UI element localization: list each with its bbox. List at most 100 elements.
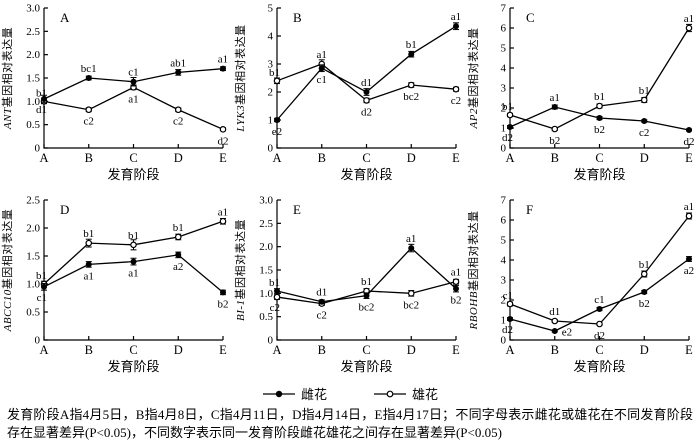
svg-text:b1: b1 bbox=[502, 101, 513, 113]
svg-text:d1: d1 bbox=[361, 77, 372, 89]
svg-text:B: B bbox=[293, 10, 302, 25]
svg-text:c1: c1 bbox=[37, 292, 47, 304]
svg-text:D: D bbox=[640, 343, 649, 357]
svg-text:e2: e2 bbox=[562, 327, 572, 339]
svg-text:d2: d2 bbox=[502, 132, 513, 144]
subplot-f-rbohb: 0 1 2 3 4 5 6 7 A B C D E 发育阶段 F RBOHB基因相对表达量 c1 d1 d2 b1 a1… bbox=[466, 192, 700, 384]
svg-text:D: D bbox=[174, 343, 183, 357]
svg-text:0: 0 bbox=[268, 335, 274, 347]
svg-text:A: A bbox=[272, 151, 281, 165]
svg-text:ABCC10基因相对表达量: ABCC10基因相对表达量 bbox=[0, 209, 14, 333]
svg-text:C: C bbox=[129, 343, 137, 357]
svg-text:C: C bbox=[129, 151, 137, 165]
open-circle-marker-icon bbox=[374, 390, 406, 397]
svg-text:b1: b1 bbox=[128, 230, 139, 242]
svg-text:d1: d1 bbox=[549, 306, 560, 318]
svg-text:2.0: 2.0 bbox=[26, 49, 40, 61]
svg-text:6: 6 bbox=[501, 23, 507, 35]
svg-text:c1: c1 bbox=[128, 67, 138, 79]
svg-text:C: C bbox=[362, 343, 370, 357]
svg-text:0.5: 0.5 bbox=[259, 311, 273, 323]
svg-text:a1: a1 bbox=[451, 11, 461, 23]
svg-text:c2: c2 bbox=[317, 310, 327, 322]
svg-text:1.5: 1.5 bbox=[26, 73, 40, 85]
caption-line-1: 发育阶段A指4月5日，B指4月8日，C指4月11日，D指4月14日，E指4月17… bbox=[7, 407, 614, 422]
svg-text:0: 0 bbox=[35, 335, 41, 347]
svg-text:b1: b1 bbox=[173, 222, 184, 234]
legend-item-male: 雄花 bbox=[373, 384, 438, 403]
svg-text:d2: d2 bbox=[361, 106, 372, 118]
svg-text:A: A bbox=[39, 151, 48, 165]
svg-text:d2: d2 bbox=[218, 135, 229, 147]
svg-text:0: 0 bbox=[35, 143, 41, 155]
svg-text:B: B bbox=[318, 343, 326, 357]
svg-text:b1: b1 bbox=[269, 277, 280, 289]
svg-text:C: C bbox=[595, 343, 603, 357]
svg-text:2.5: 2.5 bbox=[26, 26, 40, 38]
svg-text:0: 0 bbox=[501, 143, 507, 155]
svg-text:b1: b1 bbox=[594, 91, 605, 103]
svg-text:a1: a1 bbox=[218, 206, 228, 218]
svg-text:b2: b2 bbox=[594, 124, 605, 136]
svg-text:4: 4 bbox=[501, 63, 507, 75]
svg-text:A: A bbox=[505, 343, 514, 357]
svg-text:A: A bbox=[272, 343, 281, 357]
svg-text:b2: b2 bbox=[639, 298, 650, 310]
svg-text:发育阶段: 发育阶段 bbox=[107, 359, 159, 374]
svg-text:0.5: 0.5 bbox=[26, 307, 40, 319]
svg-text:0: 0 bbox=[268, 143, 274, 155]
chart-canvas-E: 0 0.5 1.0 1.5 2.0 2.5 3.0 A B C D E 发育阶段 E BI-1基因相对表达量… bbox=[233, 195, 462, 375]
svg-text:B: B bbox=[85, 343, 93, 357]
svg-text:发育阶段: 发育阶段 bbox=[573, 167, 625, 182]
svg-text:b1: b1 bbox=[36, 87, 47, 99]
svg-text:1.5: 1.5 bbox=[26, 251, 40, 263]
svg-text:6: 6 bbox=[501, 215, 507, 227]
chart-canvas-A: 0 0.5 1.0 1.5 2.0 2.5 3.0 A B C D E 发育阶段 A ANT基因相对表达量 b… bbox=[0, 3, 229, 183]
svg-text:b1: b1 bbox=[269, 67, 280, 79]
svg-text:a2: a2 bbox=[173, 261, 183, 273]
svg-text:D: D bbox=[640, 151, 649, 165]
svg-text:a2: a2 bbox=[684, 265, 694, 277]
svg-text:E: E bbox=[293, 202, 301, 217]
svg-text:LYK3基因相对表达量: LYK3基因相对表达量 bbox=[233, 24, 247, 132]
svg-text:2.5: 2.5 bbox=[26, 195, 40, 207]
svg-text:RBOHB基因相对表达量: RBOHB基因相对表达量 bbox=[466, 210, 480, 330]
svg-text:b1: b1 bbox=[361, 276, 372, 288]
svg-text:ANT基因相对表达量: ANT基因相对表达量 bbox=[0, 27, 14, 130]
caption-line-2: 不同发育阶段存在显著差异(P<0.05)，不同数字表示同一发育阶段雌花雄花之间存… bbox=[7, 407, 693, 441]
svg-text:a1: a1 bbox=[317, 49, 327, 61]
svg-text:BI-1基因相对表达量: BI-1基因相对表达量 bbox=[233, 219, 247, 321]
svg-text:a1: a1 bbox=[684, 13, 694, 25]
svg-text:C: C bbox=[362, 151, 370, 165]
svg-text:c2: c2 bbox=[451, 95, 461, 107]
svg-text:7: 7 bbox=[501, 3, 507, 15]
svg-text:E: E bbox=[452, 151, 460, 165]
svg-text:4: 4 bbox=[268, 31, 274, 43]
chart-canvas-B: 0 1 2 3 4 5 A B C D E 发育阶段 B LYK3基因相对表达量 b1 a1 d2 bc2 c2 e2… bbox=[233, 3, 461, 183]
svg-text:e2: e2 bbox=[272, 126, 282, 138]
svg-text:2: 2 bbox=[501, 103, 507, 115]
svg-text:发育阶段: 发育阶段 bbox=[340, 359, 392, 374]
svg-text:B: B bbox=[85, 151, 93, 165]
svg-text:B: B bbox=[551, 151, 559, 165]
legend-label-female: 雌花 bbox=[300, 387, 327, 402]
svg-text:B: B bbox=[551, 343, 559, 357]
svg-text:a1: a1 bbox=[451, 267, 461, 279]
legend-label-male: 雄花 bbox=[412, 387, 439, 402]
svg-text:5: 5 bbox=[268, 3, 274, 15]
svg-text:2.5: 2.5 bbox=[259, 218, 273, 230]
svg-text:1: 1 bbox=[501, 123, 507, 135]
svg-text:b1: b1 bbox=[639, 85, 650, 97]
svg-text:b1: b1 bbox=[83, 228, 94, 240]
svg-text:A: A bbox=[505, 151, 514, 165]
svg-text:a1: a1 bbox=[406, 233, 416, 245]
svg-text:3: 3 bbox=[268, 59, 274, 71]
svg-text:D: D bbox=[60, 202, 69, 217]
svg-text:F: F bbox=[526, 202, 533, 217]
svg-text:a1: a1 bbox=[128, 268, 138, 280]
svg-text:1.0: 1.0 bbox=[259, 288, 273, 300]
svg-text:a1: a1 bbox=[84, 270, 94, 282]
svg-text:A: A bbox=[60, 10, 70, 25]
svg-text:7: 7 bbox=[501, 195, 507, 207]
svg-text:b1: b1 bbox=[36, 270, 47, 282]
